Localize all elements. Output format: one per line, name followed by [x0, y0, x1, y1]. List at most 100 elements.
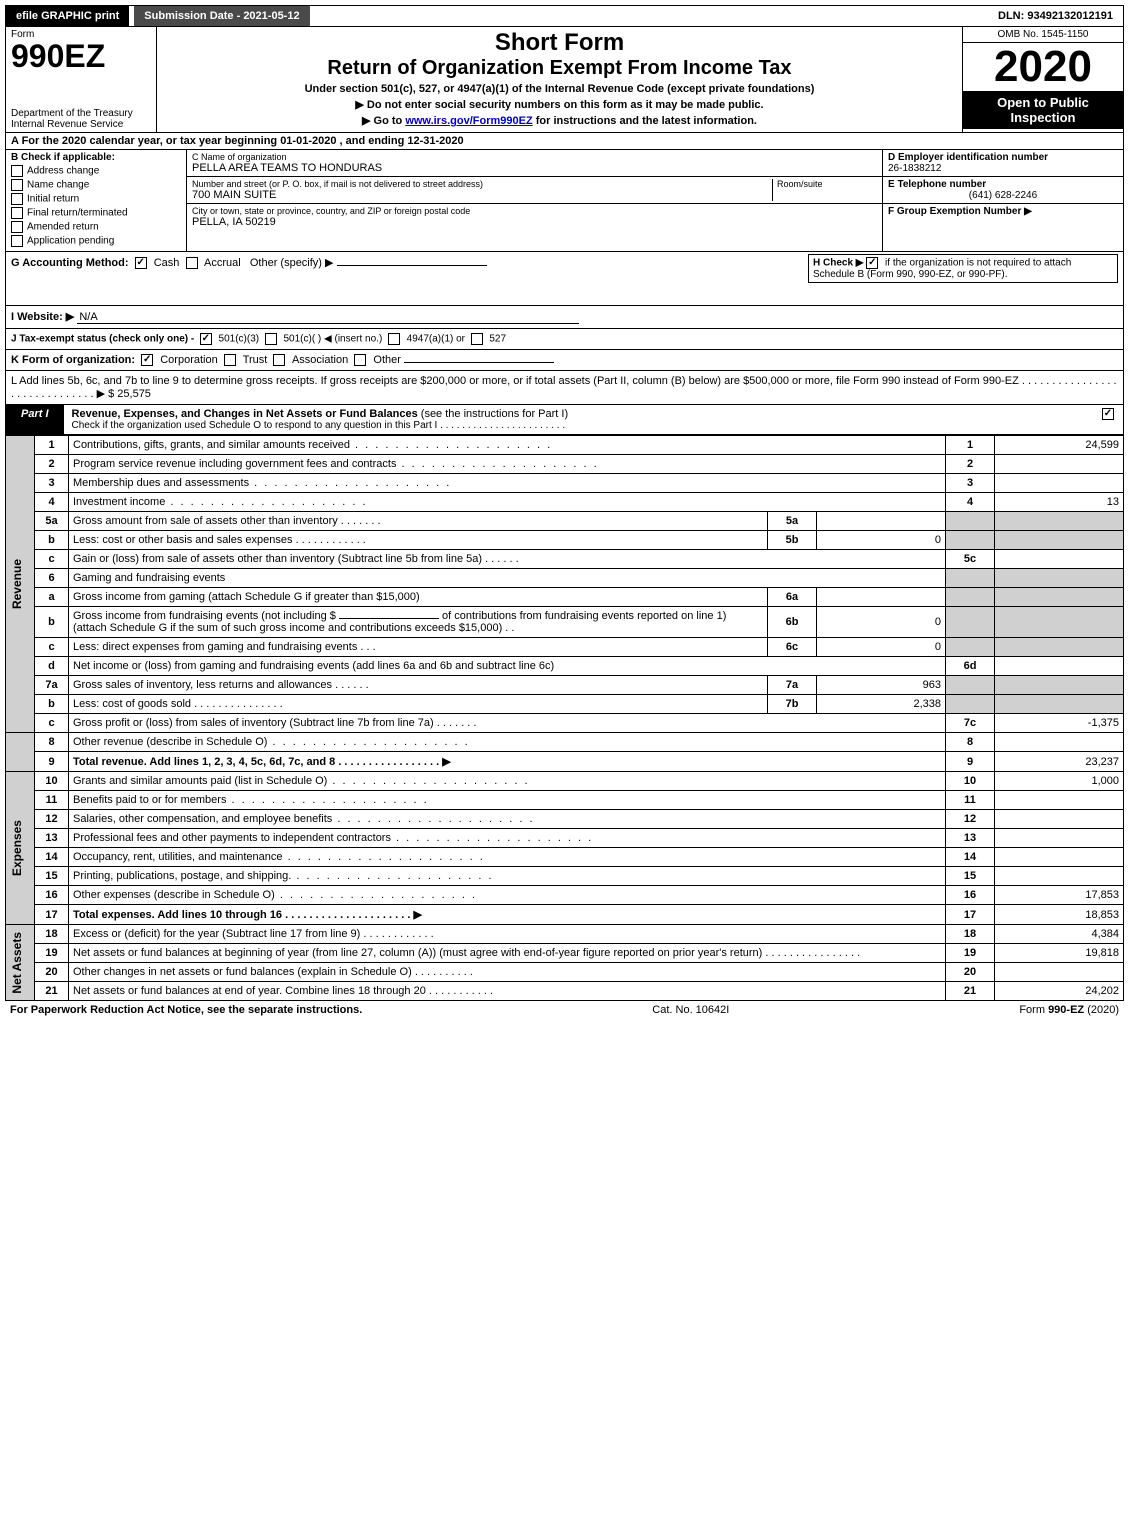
cb-cash[interactable]: [135, 257, 147, 269]
cb-address-change[interactable]: Address change: [11, 165, 181, 177]
cb-501c3[interactable]: [200, 333, 212, 345]
cb-501c[interactable]: [265, 333, 277, 345]
cb-label: Amended return: [27, 222, 99, 233]
cb-label: Initial return: [27, 194, 79, 205]
line-no: 3: [35, 474, 69, 493]
blank-input[interactable]: [339, 618, 439, 619]
cb-initial-return[interactable]: Initial return: [11, 193, 181, 205]
cb-amended-return[interactable]: Amended return: [11, 221, 181, 233]
line-desc: Other changes in net assets or fund bala…: [73, 966, 412, 978]
side-expenses: Expenses: [6, 772, 35, 925]
cb-application-pending[interactable]: Application pending: [11, 235, 181, 247]
line-6c: c Less: direct expenses from gaming and …: [6, 638, 1124, 657]
checkbox-icon[interactable]: [11, 193, 23, 205]
cb-527[interactable]: [471, 333, 483, 345]
omb: OMB No. 1545-1150: [963, 27, 1123, 43]
line-no: b: [35, 607, 69, 638]
cb-accrual[interactable]: [186, 257, 198, 269]
checkbox-icon[interactable]: [11, 165, 23, 177]
line-desc: Total expenses. Add lines 10 through 16 …: [73, 909, 422, 921]
line-no: 10: [35, 772, 69, 791]
cb-4947[interactable]: [388, 333, 400, 345]
line-no: b: [35, 695, 69, 714]
l-text: L Add lines 5b, 6c, and 7b to line 9 to …: [11, 375, 1117, 400]
dots: [327, 775, 529, 787]
checkbox-icon[interactable]: [11, 207, 23, 219]
checkbox-icon[interactable]: [11, 235, 23, 247]
grey-cell: [995, 588, 1124, 607]
k-assoc: Association: [292, 354, 348, 366]
num-col: 9: [946, 752, 995, 772]
val-col: 13: [995, 493, 1124, 512]
f-group: F Group Exemption Number ▶: [883, 204, 1123, 219]
num-col: 19: [946, 944, 995, 963]
line-desc: Net income or (loss) from gaming and fun…: [73, 660, 554, 672]
page-footer: For Paperwork Reduction Act Notice, see …: [5, 1001, 1124, 1019]
footer-right: Form 990-EZ (2020): [1019, 1004, 1119, 1016]
go-to-link[interactable]: www.irs.gov/Form990EZ: [405, 115, 532, 127]
num-col: 16: [946, 886, 995, 905]
inner-num: 5a: [768, 512, 817, 531]
side-expenses-text: Expenses: [10, 820, 24, 876]
l-value: 25,575: [117, 388, 151, 400]
line-18: Net Assets 18 Excess or (deficit) for th…: [6, 925, 1124, 944]
cb-assoc[interactable]: [273, 354, 285, 366]
top-bar: efile GRAPHIC print Submission Date - 20…: [5, 5, 1124, 27]
side-netassets-text: Net Assets: [10, 932, 24, 994]
checkbox-icon[interactable]: [1102, 408, 1114, 420]
org-name: PELLA AREA TEAMS TO HONDURAS: [192, 162, 877, 174]
part1-check-text: Check if the organization used Schedule …: [72, 420, 566, 431]
c-room-label: Room/suite: [777, 179, 877, 189]
line-desc: Gross income from gaming (attach Schedul…: [73, 591, 420, 603]
c-city-label: City or town, state or province, country…: [192, 206, 877, 216]
line-5c: c Gain or (loss) from sale of assets oth…: [6, 550, 1124, 569]
line-21: 21 Net assets or fund balances at end of…: [6, 982, 1124, 1001]
grey-cell: [995, 638, 1124, 657]
line-desc: Investment income: [73, 496, 165, 508]
line-no: 19: [35, 944, 69, 963]
info-grid: B Check if applicable: Address change Na…: [5, 150, 1124, 252]
dots: [350, 439, 552, 451]
val-col: 23,237: [995, 752, 1124, 772]
dots: [165, 496, 367, 508]
num-col: 13: [946, 829, 995, 848]
line-desc: Contributions, gifts, grants, and simila…: [73, 439, 350, 451]
g-other-input[interactable]: [337, 265, 487, 266]
line-desc: Professional fees and other payments to …: [73, 832, 391, 844]
inner-num: 6c: [768, 638, 817, 657]
k-label: K Form of organization:: [11, 354, 135, 366]
inner-val: 0: [817, 638, 946, 657]
dots: [396, 458, 598, 470]
grey-cell: [946, 531, 995, 550]
efile-print[interactable]: efile GRAPHIC print: [6, 6, 129, 26]
d-label: D Employer identification number: [888, 152, 1118, 163]
k-other-input[interactable]: [404, 362, 554, 363]
ein-value: 26-1838212: [888, 163, 1118, 174]
line-6d: d Net income or (loss) from gaming and f…: [6, 657, 1124, 676]
inner-num: 6a: [768, 588, 817, 607]
num-col: 21: [946, 982, 995, 1001]
b-label: B Check if applicable:: [11, 152, 181, 163]
grey-cell: [946, 512, 995, 531]
inner-num: 6b: [768, 607, 817, 638]
cb-h[interactable]: [866, 257, 878, 269]
line-desc: Occupancy, rent, utilities, and maintena…: [73, 851, 283, 863]
cb-final-return[interactable]: Final return/terminated: [11, 207, 181, 219]
line-no: 16: [35, 886, 69, 905]
line-10: Expenses 10 Grants and similar amounts p…: [6, 772, 1124, 791]
org-city: PELLA, IA 50219: [192, 216, 877, 228]
cb-other-org[interactable]: [354, 354, 366, 366]
line-4: 4 Investment income 4 13: [6, 493, 1124, 512]
side-revenue-text: Revenue: [10, 559, 24, 609]
line-desc: Gain or (loss) from sale of assets other…: [73, 553, 482, 565]
dln: DLN: 93492132012191: [988, 6, 1123, 26]
cb-corp[interactable]: [141, 354, 153, 366]
inner-num: 7b: [768, 695, 817, 714]
cb-name-change[interactable]: Name change: [11, 179, 181, 191]
line-no: 14: [35, 848, 69, 867]
checkbox-icon[interactable]: [11, 221, 23, 233]
part1-check[interactable]: [1097, 405, 1123, 434]
dots: [249, 477, 451, 489]
checkbox-icon[interactable]: [11, 179, 23, 191]
cb-trust[interactable]: [224, 354, 236, 366]
